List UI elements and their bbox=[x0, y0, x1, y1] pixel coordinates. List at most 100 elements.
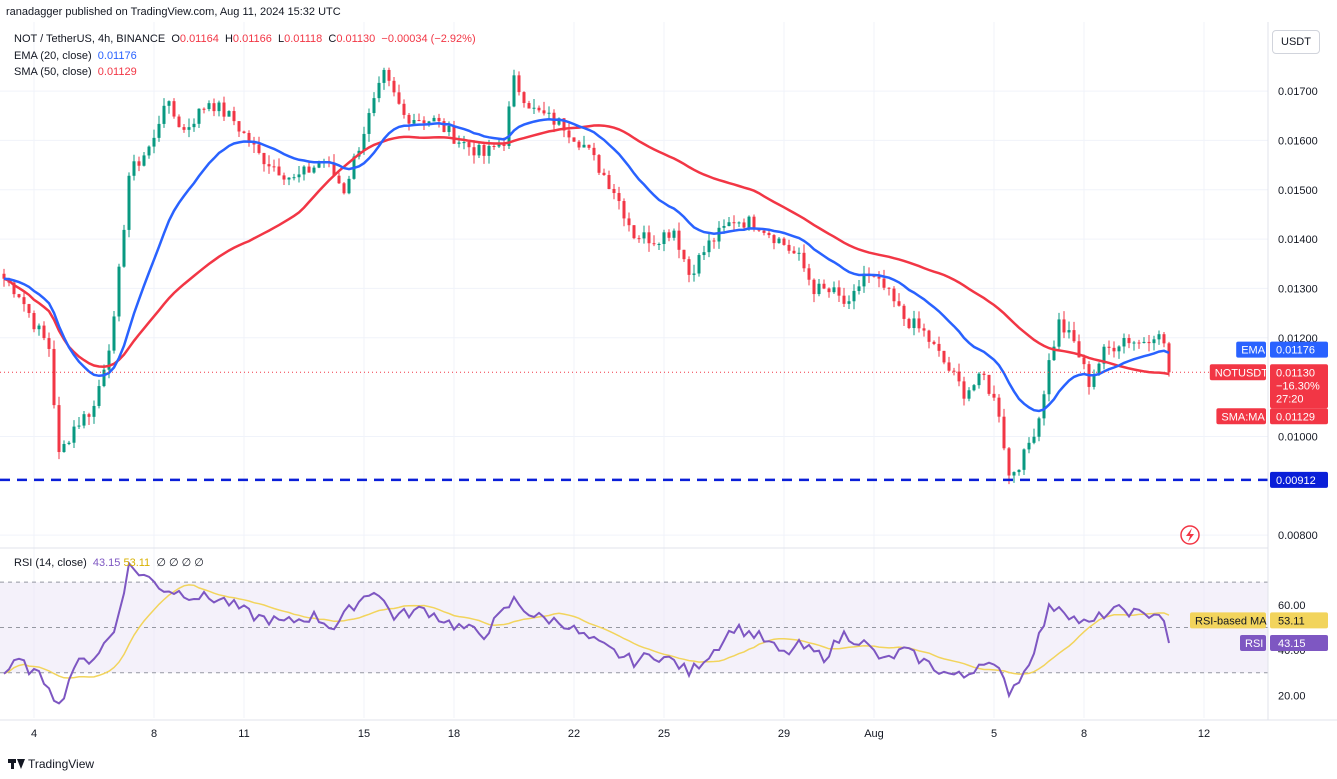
candle-body bbox=[737, 222, 741, 224]
sma-name-tag bbox=[1216, 408, 1266, 425]
candle-body bbox=[162, 105, 166, 124]
low-value: 0.01118 bbox=[284, 33, 323, 45]
candle-body bbox=[147, 146, 151, 156]
sma-name-text: SMA:MA bbox=[1221, 411, 1265, 423]
candle-body bbox=[27, 304, 31, 314]
low-label: L bbox=[278, 33, 285, 45]
sma-legend[interactable]: SMA (50, close) 0.01129 bbox=[14, 66, 137, 78]
candle-body bbox=[917, 318, 921, 329]
candle-body bbox=[807, 268, 811, 280]
candle-body bbox=[1152, 339, 1156, 344]
candle-body bbox=[242, 131, 246, 133]
candle-body bbox=[852, 290, 856, 302]
candle-body bbox=[622, 201, 626, 219]
rsi-legend[interactable]: RSI (14, close) 43.15 53.11 ∅ ∅ ∅ ∅ bbox=[14, 556, 204, 569]
candle-body bbox=[1137, 342, 1141, 344]
candle-body bbox=[1167, 343, 1171, 373]
symbol-legend[interactable]: NOT / TetherUS, 4h, BINANCE O0.01164 H0.… bbox=[14, 33, 476, 45]
candle-body bbox=[232, 111, 236, 122]
candle-body bbox=[407, 114, 411, 124]
candle-body bbox=[217, 102, 221, 112]
candle-body bbox=[677, 230, 681, 250]
candle-body bbox=[887, 287, 891, 289]
candle-body bbox=[512, 75, 516, 107]
sma-value-tag bbox=[1270, 408, 1328, 425]
candle-body bbox=[62, 443, 66, 453]
misc bbox=[1180, 525, 1200, 545]
last-price-value-tag bbox=[1270, 364, 1328, 409]
last-price-countdown-text: 27:20 bbox=[1276, 393, 1304, 405]
candle-body bbox=[597, 155, 601, 173]
candle-body bbox=[527, 103, 531, 109]
candle-body bbox=[762, 230, 766, 233]
change-value: −0.00034 (−2.92%) bbox=[381, 33, 476, 45]
price-tick-label: 0.00800 bbox=[1278, 530, 1318, 542]
candle-body bbox=[972, 385, 976, 391]
sma-legend-value: 0.01129 bbox=[97, 66, 137, 78]
publisher-line: ranadagger published on TradingView.com,… bbox=[6, 6, 341, 18]
ema-legend[interactable]: EMA (20, close) 0.01176 bbox=[14, 50, 137, 62]
currency-unit-button[interactable]: USDT bbox=[1272, 30, 1320, 54]
candle-body bbox=[977, 373, 981, 386]
candle-body bbox=[87, 414, 91, 417]
candle-body bbox=[492, 146, 496, 148]
open-value: 0.01164 bbox=[179, 33, 219, 45]
support-value-tag bbox=[1270, 471, 1328, 488]
candle-body bbox=[12, 282, 16, 295]
candle-body bbox=[342, 183, 346, 194]
candle-body bbox=[117, 266, 121, 317]
tradingview-logo-icon bbox=[8, 759, 25, 769]
candle-body bbox=[502, 144, 506, 146]
rsi-ma-value-text: 53.11 bbox=[1278, 615, 1305, 627]
candle-body bbox=[787, 244, 791, 251]
candle-body bbox=[97, 386, 101, 406]
candle-body bbox=[1147, 341, 1151, 344]
ema-20-line bbox=[3, 117, 1170, 413]
candle-body bbox=[277, 166, 281, 176]
candle-body bbox=[767, 232, 771, 236]
candle-body bbox=[152, 137, 156, 147]
price-tags: 0.01176 EMA 0.01130−16.30%27:20 NOTUSDT 0.01… bbox=[1190, 341, 1328, 651]
ema-value-tag bbox=[1270, 341, 1328, 358]
price-tick-label: 0.01500 bbox=[1278, 185, 1318, 197]
candle-body bbox=[627, 218, 631, 226]
time-tick-label: 4 bbox=[31, 728, 37, 740]
rsi-name-text: RSI bbox=[1245, 638, 1263, 650]
candle-body bbox=[562, 118, 566, 131]
candle-body bbox=[732, 222, 736, 224]
candle-body bbox=[592, 147, 596, 156]
candle-body bbox=[1007, 448, 1011, 476]
candle-body bbox=[452, 125, 456, 144]
candle-body bbox=[907, 318, 911, 329]
candle-body bbox=[1017, 469, 1021, 473]
price-tick-label: 0.01400 bbox=[1278, 234, 1318, 246]
candle-body bbox=[137, 161, 141, 166]
candle-body bbox=[382, 69, 386, 83]
candle-body bbox=[542, 110, 546, 114]
candle-body bbox=[177, 116, 181, 128]
lightning-bolt-icon bbox=[1186, 528, 1194, 542]
candle-body bbox=[227, 111, 231, 117]
candle-body bbox=[437, 117, 441, 122]
lightning-icon bbox=[1180, 525, 1200, 545]
candle-body bbox=[797, 252, 801, 254]
candle-body bbox=[402, 103, 406, 115]
candle-body bbox=[1142, 341, 1146, 343]
candle-body bbox=[522, 92, 526, 104]
candle-body bbox=[647, 232, 651, 244]
candle-body bbox=[197, 108, 201, 124]
time-tick-label: 15 bbox=[358, 728, 370, 740]
candle-body bbox=[517, 75, 521, 93]
candle-body bbox=[712, 240, 716, 242]
candle-body bbox=[997, 397, 1001, 417]
price-tick-label: 0.01600 bbox=[1278, 135, 1318, 147]
rsi-ma-line bbox=[3, 584, 1170, 679]
tradingview-logo[interactable]: TradingView bbox=[8, 757, 94, 771]
candle-body bbox=[857, 286, 861, 291]
indicator-lines bbox=[0, 117, 1268, 482]
candle-body bbox=[202, 108, 206, 110]
candle-body bbox=[302, 166, 306, 175]
candle-body bbox=[707, 240, 711, 253]
candle-body bbox=[607, 175, 611, 189]
